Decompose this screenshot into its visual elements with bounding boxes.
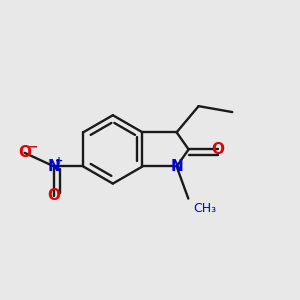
- Text: CH₃: CH₃: [194, 202, 217, 214]
- Text: +: +: [56, 156, 64, 166]
- Text: N: N: [170, 159, 183, 174]
- Text: O: O: [211, 142, 224, 157]
- Text: −: −: [28, 141, 38, 154]
- Text: O: O: [48, 188, 61, 203]
- Text: N: N: [48, 159, 61, 174]
- Text: O: O: [18, 145, 31, 160]
